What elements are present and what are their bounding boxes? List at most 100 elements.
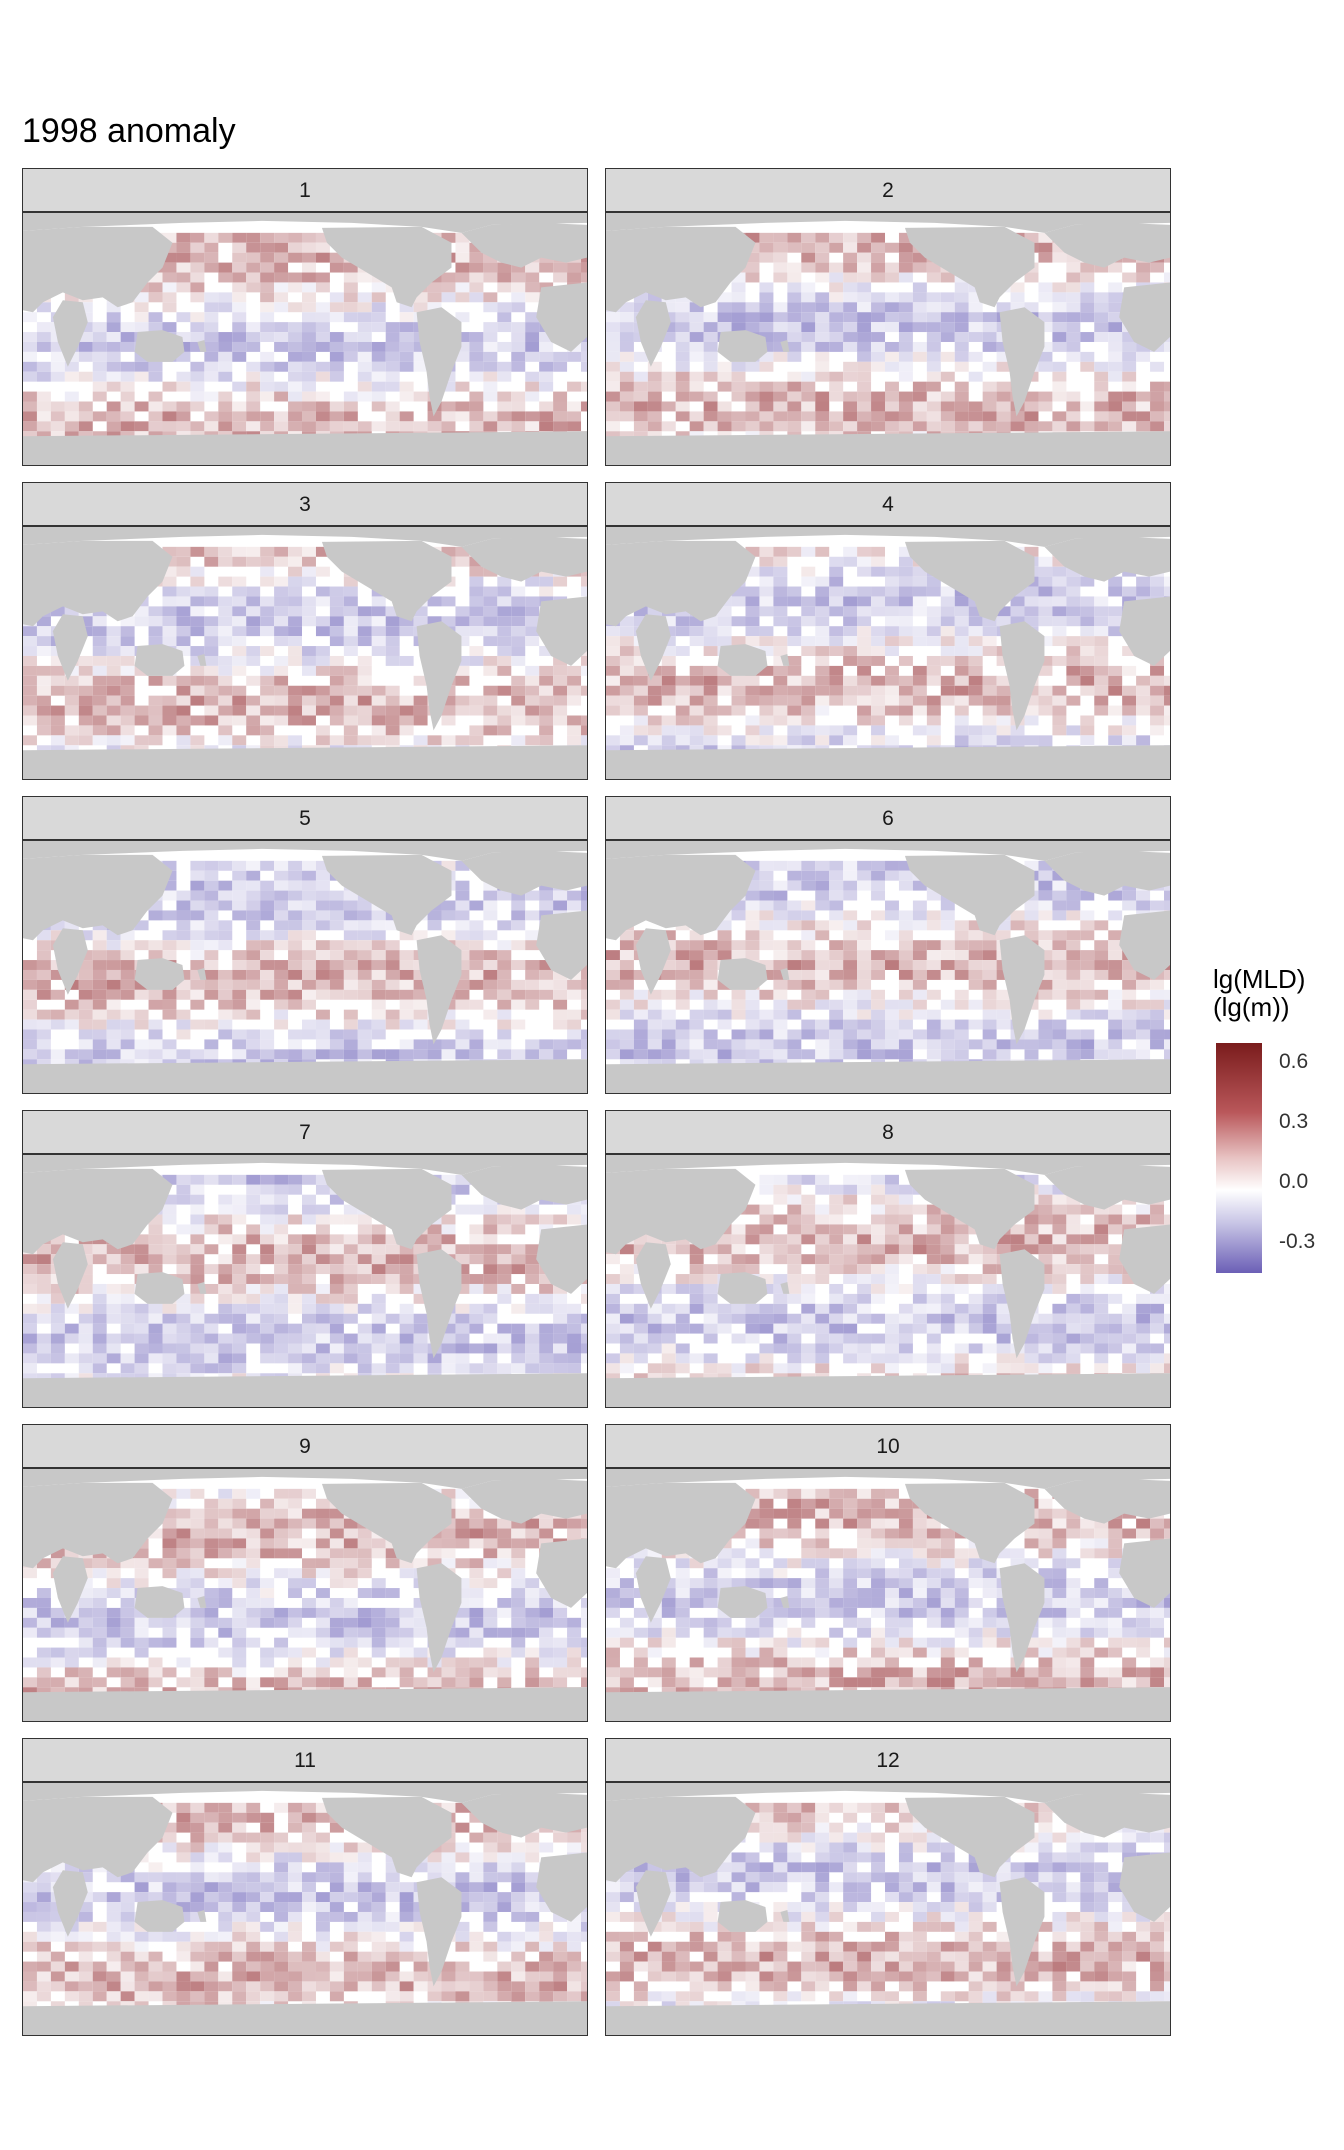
anomaly-cell [647,292,662,303]
anomaly-cell [64,411,79,422]
anomaly-cell [829,725,844,736]
anomaly-cell [801,576,816,587]
anomaly-cell [92,665,107,676]
anomaly-cell [717,705,732,716]
anomaly-cell [92,1333,107,1344]
anomaly-cell [36,1254,51,1265]
anomaly-cell [926,262,941,273]
anomaly-cell [162,989,177,1000]
anomaly-cell [232,685,247,696]
land-mass [197,967,207,980]
anomaly-cell [801,880,816,891]
anomaly-cell [525,411,540,422]
anomaly-cell [898,969,913,980]
anomaly-cell [871,391,886,402]
anomaly-cell [553,421,568,432]
anomaly-cell [64,361,79,372]
anomaly-cell [745,606,760,617]
anomaly-cell [926,675,941,686]
anomaly-cell [1052,1039,1067,1050]
anomaly-cell [232,282,247,293]
anomaly-cell [885,272,899,283]
anomaly-cell [190,646,205,656]
anomaly-cell [92,1244,107,1255]
anomaly-cell [455,695,470,706]
land-mass [461,536,587,582]
anomaly-cell [553,1353,568,1364]
anomaly-cell [106,1254,121,1265]
anomaly-cell [717,1019,732,1030]
anomaly-cell [954,960,969,970]
anomaly-cell [413,361,428,372]
anomaly-cell [1108,411,1123,422]
anomaly-cell [857,930,872,941]
anomaly-cell [619,960,634,970]
anomaly-cell [469,1363,484,1374]
anomaly-cell [1080,421,1095,432]
anomaly-cell [78,616,93,627]
anomaly-cell [940,351,955,362]
anomaly-cell [898,576,913,587]
anomaly-cell [288,960,303,970]
anomaly-cell [315,232,330,243]
anomaly-cell [829,391,844,402]
anomaly-cell [399,725,414,736]
anomaly-cell [483,695,498,706]
anomaly-cell [871,411,886,422]
anomaly-cell [647,735,662,746]
anomaly-cell [36,950,51,961]
anomaly-cell [23,1313,37,1324]
anomaly-cell [23,1283,37,1294]
anomaly-cell [1066,900,1081,911]
anomaly-cell [246,596,261,607]
anomaly-cell [148,272,163,283]
anomaly-cell [759,361,774,372]
anomaly-cell [553,391,568,402]
anomaly-cell [857,361,872,372]
anomaly-cell [120,960,135,970]
anomaly-cell [162,606,177,617]
anomaly-cell [567,1333,582,1344]
anomaly-cell [815,272,830,283]
anomaly-cell [190,1264,205,1275]
anomaly-cell [176,626,191,637]
anomaly-cell [274,292,289,303]
anomaly-cell [260,1214,275,1225]
anomaly-cell [246,655,261,666]
anomaly-cell [204,371,219,382]
anomaly-cell [483,1313,498,1324]
anomaly-cell [940,302,955,313]
anomaly-cell [246,1274,261,1284]
anomaly-cell [78,715,93,726]
anomaly-cell [898,626,913,637]
anomaly-cell [843,596,858,607]
anomaly-cell [815,860,830,871]
anomaly-cell [857,616,872,627]
anomaly-cell [885,1019,899,1030]
anomaly-cell [843,322,858,333]
anomaly-cell [1150,391,1165,402]
land-mass [52,614,88,681]
anomaly-cell [539,1214,554,1225]
anomaly-cell [1080,725,1095,736]
anomaly-cell [315,950,330,961]
anomaly-cell [441,1039,456,1050]
anomaly-cell [315,586,330,597]
anomaly-cell [871,546,886,557]
anomaly-cell [302,1254,316,1265]
anomaly-cell [567,262,582,273]
anomaly-cell [525,1323,540,1334]
anomaly-cell [675,675,690,686]
anomaly-cell [176,262,191,273]
anomaly-cell [759,890,774,901]
anomaly-cell [469,999,484,1010]
anomaly-cell [633,715,648,726]
anomaly-cell [371,1019,386,1030]
anomaly-cell [23,312,37,323]
anomaly-cell [1038,1009,1053,1020]
anomaly-cell [246,675,261,686]
anomaly-cell [717,312,732,323]
anomaly-cell [885,1009,899,1020]
anomaly-cell [260,900,275,911]
anomaly-cell [176,1224,191,1235]
